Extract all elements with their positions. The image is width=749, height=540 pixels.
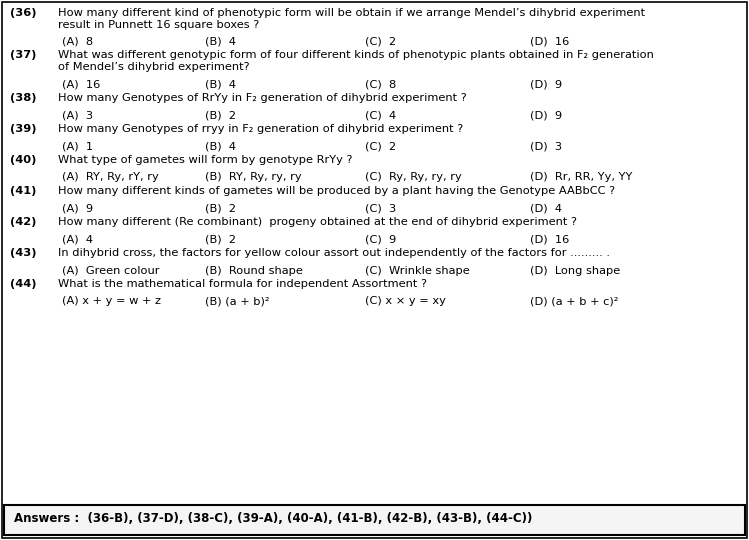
Text: (C) x × y = xy: (C) x × y = xy [365,296,446,307]
Text: (C)  2: (C) 2 [365,37,396,47]
Text: What is the mathematical formula for independent Assortment ?: What is the mathematical formula for ind… [58,279,427,289]
Text: (D) (a + b + c)²: (D) (a + b + c)² [530,296,619,307]
Text: (A)  1: (A) 1 [62,141,93,152]
Text: (D)  3: (D) 3 [530,141,562,152]
Text: (B) (a + b)²: (B) (a + b)² [205,296,270,307]
Text: How many different (Re combinant)  progeny obtained at the end of dihybrid exper: How many different (Re combinant) progen… [58,217,577,227]
Text: (A)  Green colour: (A) Green colour [62,266,160,275]
Text: (B)  2: (B) 2 [205,204,236,213]
Text: (A)  8: (A) 8 [62,37,93,47]
Text: (36): (36) [10,8,37,18]
Text: of Mendel’s dihybrid experiment?: of Mendel’s dihybrid experiment? [58,62,249,72]
Text: (B)  4: (B) 4 [205,37,236,47]
Text: (43): (43) [10,248,37,258]
Text: How many different kind of phenotypic form will be obtain if we arrange Mendel’s: How many different kind of phenotypic fo… [58,8,645,18]
Text: (44): (44) [10,279,37,289]
Text: (D)  4: (D) 4 [530,204,562,213]
Text: (D)  Rr, RR, Yy, YY: (D) Rr, RR, Yy, YY [530,172,632,183]
Text: (A)  4: (A) 4 [62,234,93,245]
Text: (C)  Wrinkle shape: (C) Wrinkle shape [365,266,470,275]
Text: (41): (41) [10,186,37,196]
Text: (C)  3: (C) 3 [365,204,396,213]
Text: How many different kinds of gametes will be produced by a plant having the Genot: How many different kinds of gametes will… [58,186,615,196]
Text: (37): (37) [10,51,37,60]
Text: What type of gametes will form by genotype RrYy ?: What type of gametes will form by genoty… [58,155,353,165]
Text: (C)  4: (C) 4 [365,111,396,120]
Text: (B)  2: (B) 2 [205,111,236,120]
Text: (D)  Long shape: (D) Long shape [530,266,620,275]
Text: (C)  9: (C) 9 [365,234,396,245]
Text: result in Punnett 16 square boxes ?: result in Punnett 16 square boxes ? [58,19,259,30]
Text: (40): (40) [10,155,37,165]
Text: (A)  16: (A) 16 [62,79,100,90]
Text: (A)  RY, Ry, rY, ry: (A) RY, Ry, rY, ry [62,172,159,183]
Text: (C)  8: (C) 8 [365,79,396,90]
Text: In dihybrid cross, the factors for yellow colour assort out independently of the: In dihybrid cross, the factors for yello… [58,248,610,258]
Text: How many Genotypes of rryy in F₂ generation of dihybrid experiment ?: How many Genotypes of rryy in F₂ generat… [58,124,463,134]
Text: How many Genotypes of RrYy in F₂ generation of dihybrid experiment ?: How many Genotypes of RrYy in F₂ generat… [58,93,467,103]
Text: (42): (42) [10,217,37,227]
FancyBboxPatch shape [4,505,745,535]
Text: (C)  Ry, Ry, ry, ry: (C) Ry, Ry, ry, ry [365,172,461,183]
Text: (B)  2: (B) 2 [205,234,236,245]
Text: (A) x + y = w + z: (A) x + y = w + z [62,296,161,307]
Text: (B)  4: (B) 4 [205,79,236,90]
Text: What was different genotypic form of four different kinds of phenotypic plants o: What was different genotypic form of fou… [58,51,654,60]
Text: (38): (38) [10,93,37,103]
Text: (B)  Round shape: (B) Round shape [205,266,303,275]
Text: (B)  RY, Ry, ry, ry: (B) RY, Ry, ry, ry [205,172,302,183]
Text: (B)  4: (B) 4 [205,141,236,152]
Text: (D)  16: (D) 16 [530,234,569,245]
Text: (A)  9: (A) 9 [62,204,93,213]
Text: (D)  9: (D) 9 [530,111,562,120]
Text: (D)  16: (D) 16 [530,37,569,47]
Text: Answers :  (36-B), (37-D), (38-C), (39-A), (40-A), (41-B), (42-B), (43-B), (44-C: Answers : (36-B), (37-D), (38-C), (39-A)… [14,512,533,525]
Text: (C)  2: (C) 2 [365,141,396,152]
Text: (39): (39) [10,124,37,134]
Text: (D)  9: (D) 9 [530,79,562,90]
Text: (A)  3: (A) 3 [62,111,93,120]
